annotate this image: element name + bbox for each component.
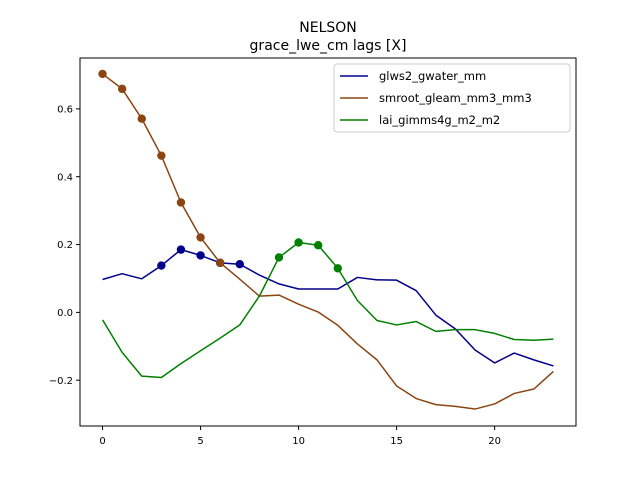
data-point-glws2_gwater_mm-5 [196, 251, 205, 260]
x-tick-label: 15 [390, 436, 403, 447]
chart-title: NELSON [299, 20, 357, 36]
data-point-smroot_gleam_mm3_mm3-4 [176, 198, 186, 207]
x-tick-label: 5 [197, 436, 203, 447]
legend-label-lai_gimms4g_m2_m2: lai_gimms4g_m2_m2 [379, 113, 500, 127]
plot-area: 0 5 10 15 20 −0.2 0.0 0.2 0.4 0.6 [49, 57, 577, 447]
x-tick-label: 0 [99, 436, 105, 447]
data-point-lai_gimms4g_m2_m2-11 [313, 241, 323, 250]
legend-label-smroot_gleam_mm3_mm3: smroot_gleam_mm3_mm3 [379, 91, 532, 105]
axes-frame [79, 57, 577, 427]
data-point-smroot_gleam_mm3_mm3-6 [215, 258, 225, 268]
y-tick-label: 0.0 [57, 308, 73, 319]
series-line-lai_gimms4g_m2_m2 [101, 241, 554, 379]
y-tick-label: −0.2 [49, 376, 73, 387]
x-tick-label: 20 [488, 436, 501, 447]
legend-label-glws2_gwater_mm: glws2_gwater_mm [379, 69, 486, 83]
x-tick-label: 10 [292, 436, 305, 447]
data-point-smroot_gleam_mm3_mm3-1 [117, 84, 127, 94]
data-point-smroot_gleam_mm3_mm3-5 [196, 233, 205, 242]
y-tick-label: 0.2 [57, 240, 73, 251]
data-point-glws2_gwater_mm-3 [157, 261, 166, 270]
chart-subtitle: grace_lwe_cm lags [X] [250, 38, 407, 54]
data-point-glws2_gwater_mm-4 [176, 245, 186, 254]
legend: glws2_gwater_mm smroot_gleam_mm3_mm3 lai_g… [333, 63, 571, 133]
data-point-lai_gimms4g_m2_m2-9 [274, 253, 284, 262]
series-line-smroot_gleam_mm3_mm3 [102, 73, 554, 410]
data-point-smroot_gleam_mm3_mm3-0 [98, 69, 107, 79]
legend-box [333, 63, 571, 133]
data-point-lai_gimms4g_m2_m2-10 [294, 238, 303, 247]
data-point-lai_gimms4g_m2_m2-12 [333, 264, 343, 273]
data-point-glws2_gwater_mm-7 [235, 260, 244, 269]
y-tick-label: 0.4 [57, 172, 73, 183]
series-line-glws2_gwater_mm [102, 248, 554, 367]
data-point-smroot_gleam_mm3_mm3-2 [137, 114, 146, 123]
y-tick-label: 0.6 [57, 104, 73, 115]
data-point-smroot_gleam_mm3_mm3-3 [157, 151, 166, 160]
